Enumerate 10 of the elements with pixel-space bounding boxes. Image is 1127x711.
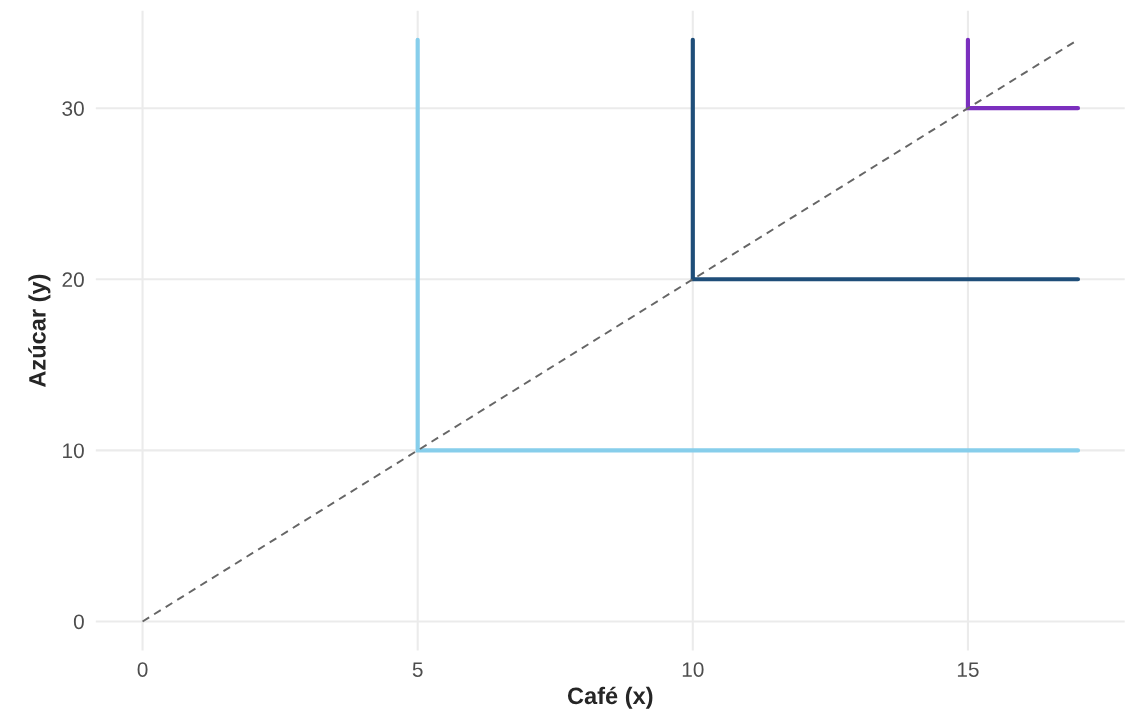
y-tick-label: 20 <box>62 272 84 288</box>
y-tick-label: 30 <box>62 101 84 116</box>
x-tick-label: 15 <box>957 662 979 677</box>
x-tick-label: 0 <box>137 662 148 677</box>
x-tick-label: 5 <box>412 662 423 677</box>
y-tick-label: 10 <box>63 443 84 459</box>
y-axis-title: Azúcar (y) <box>28 274 51 388</box>
x-axis-title: Café (x) <box>567 686 653 709</box>
y-tick-label: 0 <box>73 614 84 630</box>
x-tick-label: 10 <box>682 662 704 677</box>
